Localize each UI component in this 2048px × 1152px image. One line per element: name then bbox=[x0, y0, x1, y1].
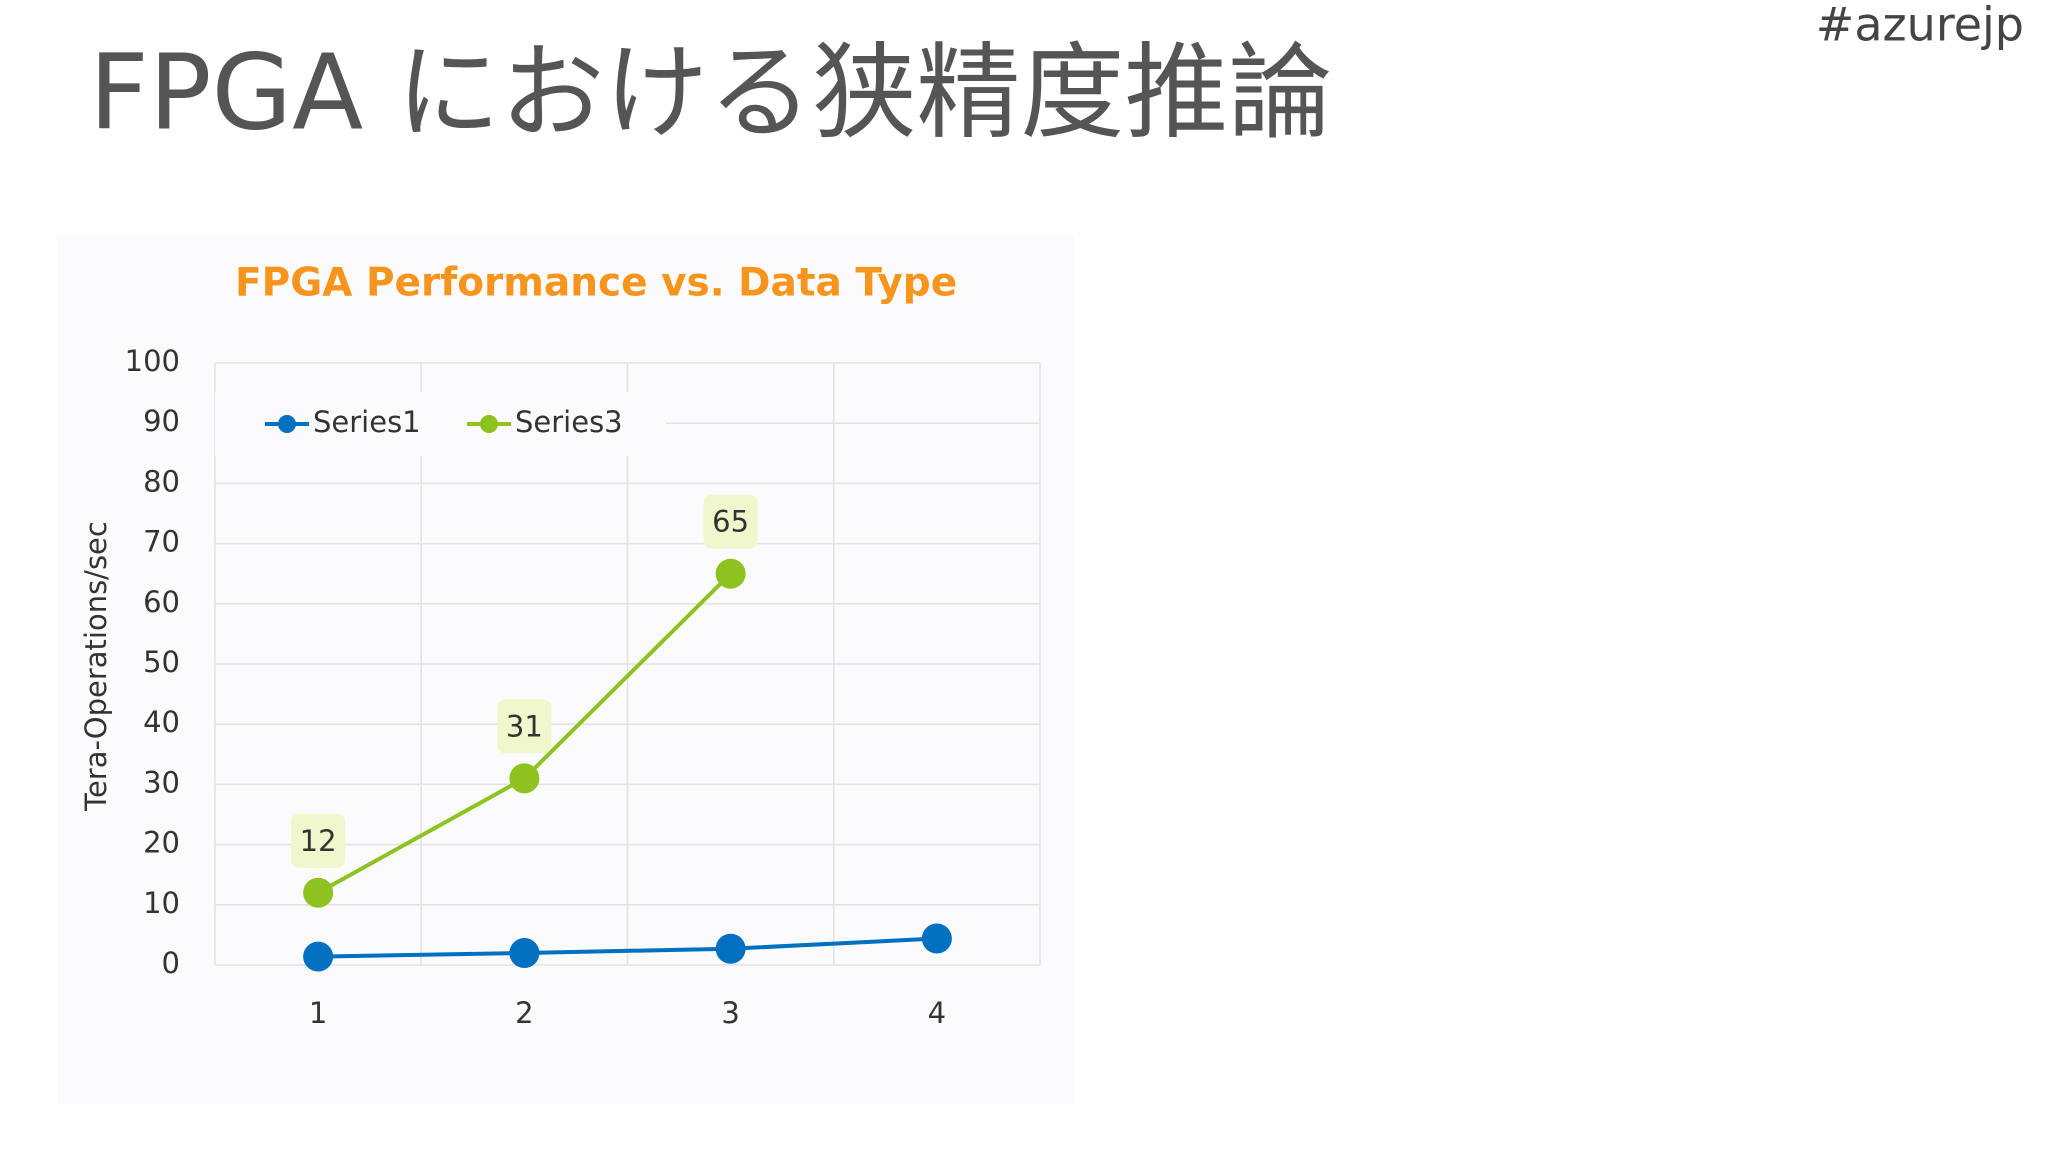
data-label-box bbox=[497, 699, 552, 754]
data-point bbox=[303, 941, 334, 972]
y-tick-label: 0 bbox=[162, 946, 180, 980]
chart-title: FPGA Performance vs. Data Type bbox=[235, 261, 957, 306]
y-tick-label: 50 bbox=[143, 645, 180, 679]
y-tick-label: 60 bbox=[143, 585, 180, 619]
chart-panel bbox=[57, 235, 1074, 1104]
data-label: 31 bbox=[506, 709, 543, 743]
y-axis-label: Tera-Operations/sec bbox=[79, 521, 113, 812]
legend-label: Series1 bbox=[313, 405, 421, 439]
legend-marker bbox=[278, 415, 296, 433]
hashtag: #azurejp bbox=[1816, 0, 2024, 52]
y-tick-label: 80 bbox=[143, 464, 180, 498]
x-tick-label: 3 bbox=[721, 996, 739, 1030]
x-tick-label: 1 bbox=[309, 996, 327, 1030]
y-tick-label: 70 bbox=[143, 525, 180, 559]
data-label: 65 bbox=[712, 505, 749, 539]
data-point bbox=[715, 558, 746, 589]
data-point bbox=[509, 763, 540, 794]
y-tick-label: 100 bbox=[125, 344, 180, 378]
data-label: 12 bbox=[300, 824, 337, 858]
legend-marker bbox=[480, 415, 498, 433]
series-line bbox=[318, 936, 937, 959]
x-tick-label: 4 bbox=[928, 996, 946, 1030]
y-tick-label: 40 bbox=[143, 705, 180, 739]
y-tick-label: 10 bbox=[143, 886, 180, 920]
data-label-box bbox=[291, 813, 346, 868]
data-label-box bbox=[703, 494, 758, 549]
data-point bbox=[303, 877, 334, 908]
y-tick-label: 20 bbox=[143, 826, 180, 860]
y-tick-label: 90 bbox=[143, 404, 180, 438]
legend-label: Series3 bbox=[515, 405, 623, 439]
data-point bbox=[921, 923, 952, 954]
x-tick-label: 2 bbox=[515, 996, 533, 1030]
data-point bbox=[509, 937, 540, 968]
y-tick-label: 30 bbox=[143, 765, 180, 799]
slide-title: FPGA における狭精度推論 bbox=[89, 31, 1332, 153]
data-point bbox=[715, 933, 746, 964]
